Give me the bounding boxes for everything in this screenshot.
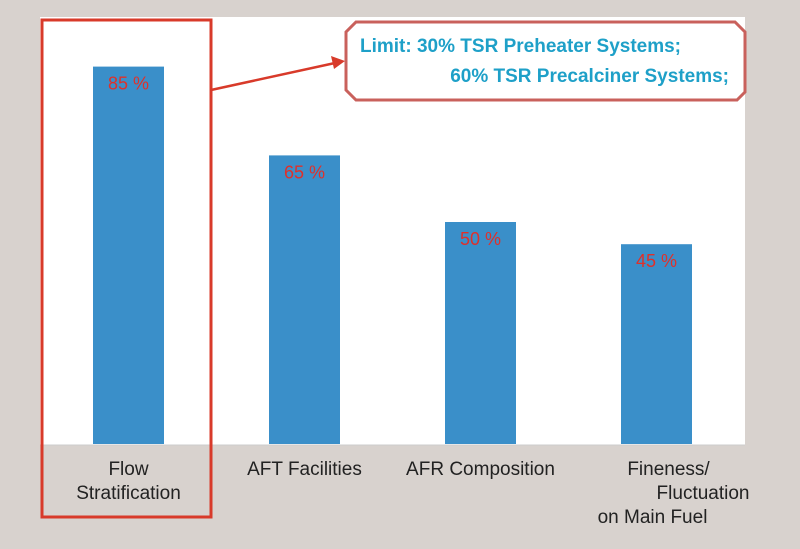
value-label-2: 50 %: [460, 229, 501, 249]
category-label-3: Fluctuation: [657, 483, 750, 504]
bar-2: [445, 222, 516, 444]
annotation-line-2: 60% TSR Precalciner Systems;: [450, 66, 729, 87]
bar-1: [269, 155, 340, 444]
value-label-3: 45 %: [636, 251, 677, 271]
category-label-2: AFR Composition: [406, 459, 555, 480]
category-label-3: Fineness/: [627, 459, 710, 480]
arrow-head: [331, 56, 345, 69]
category-label-1: AFT Facilities: [247, 459, 362, 480]
highlight-box: [40, 18, 213, 519]
annotation-arrow: [210, 61, 336, 92]
bar-0: [93, 66, 164, 444]
category-label-3: on Main Fuel: [598, 507, 708, 528]
category-label-0: Flow: [108, 459, 148, 480]
category-label-0: Stratification: [76, 483, 181, 504]
value-label-1: 65 %: [284, 162, 325, 182]
bar-3: [621, 244, 692, 444]
annotation-line-1: Limit: 30% TSR Preheater Systems;: [360, 36, 681, 57]
annotation-box: [344, 20, 747, 102]
value-label-0: 85 %: [108, 74, 149, 94]
